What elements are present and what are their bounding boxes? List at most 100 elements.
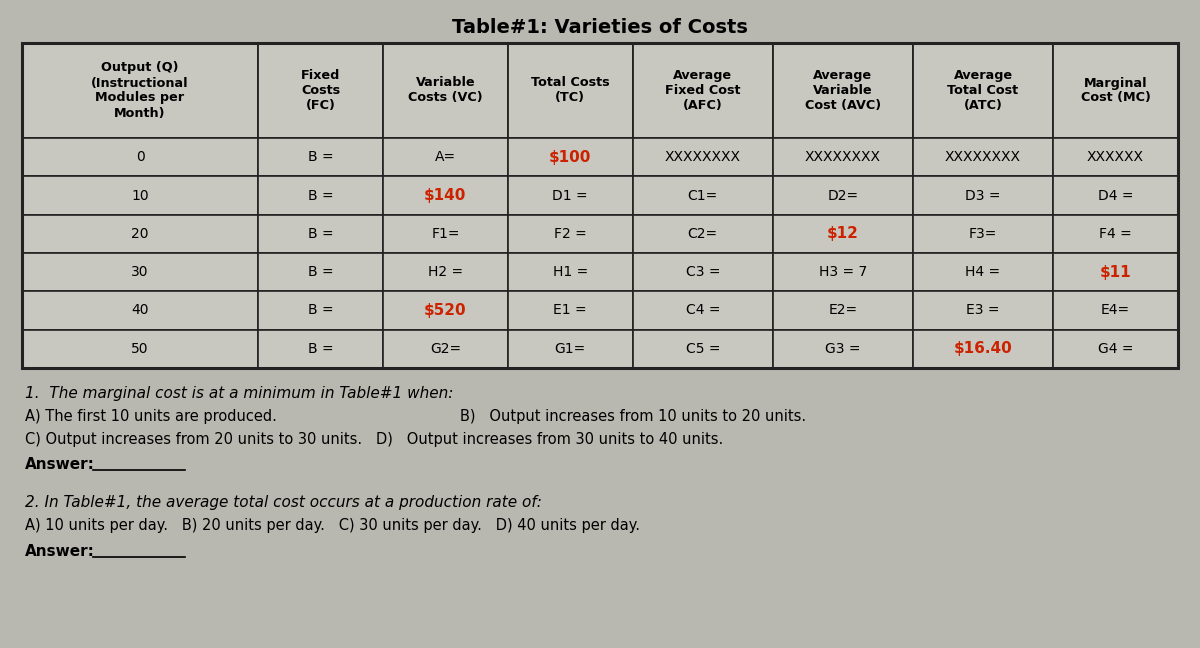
Text: A=: A= bbox=[434, 150, 456, 164]
Text: XXXXXXXX: XXXXXXXX bbox=[805, 150, 881, 164]
Text: $16.40: $16.40 bbox=[954, 341, 1013, 356]
Bar bbox=[22, 138, 258, 176]
Text: A) 10 units per day.   B) 20 units per day.   C) 30 units per day.   D) 40 units: A) 10 units per day. B) 20 units per day… bbox=[25, 518, 640, 533]
Bar bbox=[913, 292, 1054, 330]
Text: Total Costs
(TC): Total Costs (TC) bbox=[530, 76, 610, 104]
Bar bbox=[258, 138, 383, 176]
Bar bbox=[632, 253, 773, 292]
Bar bbox=[383, 138, 508, 176]
Bar bbox=[22, 176, 258, 214]
Bar bbox=[1054, 330, 1178, 368]
Text: Average
Total Cost
(ATC): Average Total Cost (ATC) bbox=[948, 69, 1019, 112]
Text: C1=: C1= bbox=[688, 189, 718, 202]
Text: $11: $11 bbox=[1099, 264, 1132, 280]
Bar bbox=[773, 138, 913, 176]
Text: XXXXXXXX: XXXXXXXX bbox=[665, 150, 740, 164]
Text: XXXXXXXX: XXXXXXXX bbox=[946, 150, 1021, 164]
Text: 50: 50 bbox=[131, 342, 149, 356]
Bar bbox=[1054, 253, 1178, 292]
Text: H4 =: H4 = bbox=[966, 265, 1001, 279]
Bar bbox=[773, 176, 913, 214]
Text: D3 =: D3 = bbox=[965, 189, 1001, 202]
Bar bbox=[632, 330, 773, 368]
Bar bbox=[508, 330, 632, 368]
Text: $140: $140 bbox=[425, 188, 467, 203]
Text: Average
Fixed Cost
(AFC): Average Fixed Cost (AFC) bbox=[665, 69, 740, 112]
Bar bbox=[383, 253, 508, 292]
Text: H3 = 7: H3 = 7 bbox=[818, 265, 868, 279]
Bar bbox=[22, 292, 258, 330]
Bar bbox=[632, 292, 773, 330]
Text: D2=: D2= bbox=[827, 189, 858, 202]
Bar bbox=[508, 214, 632, 253]
Text: C2=: C2= bbox=[688, 227, 718, 241]
Text: C3 =: C3 = bbox=[685, 265, 720, 279]
Bar bbox=[508, 292, 632, 330]
Text: 40: 40 bbox=[131, 303, 149, 318]
Bar bbox=[773, 214, 913, 253]
Bar bbox=[383, 176, 508, 214]
Text: B =: B = bbox=[307, 227, 334, 241]
Text: Answer:: Answer: bbox=[25, 544, 95, 559]
Text: Answer:: Answer: bbox=[25, 457, 95, 472]
Bar bbox=[22, 330, 258, 368]
Bar bbox=[258, 330, 383, 368]
Bar bbox=[1054, 43, 1178, 138]
Bar bbox=[383, 330, 508, 368]
Bar bbox=[913, 330, 1054, 368]
Text: C5 =: C5 = bbox=[685, 342, 720, 356]
Bar bbox=[22, 214, 258, 253]
Text: A) The first 10 units are produced.: A) The first 10 units are produced. bbox=[25, 409, 277, 424]
Bar bbox=[508, 253, 632, 292]
Text: H1 =: H1 = bbox=[553, 265, 588, 279]
Text: Variable
Costs (VC): Variable Costs (VC) bbox=[408, 76, 482, 104]
Bar bbox=[258, 214, 383, 253]
Text: $100: $100 bbox=[550, 150, 592, 165]
Text: H2 =: H2 = bbox=[428, 265, 463, 279]
Bar bbox=[913, 176, 1054, 214]
Text: D4 =: D4 = bbox=[1098, 189, 1133, 202]
Bar bbox=[383, 292, 508, 330]
Text: $520: $520 bbox=[424, 303, 467, 318]
Text: B =: B = bbox=[307, 303, 334, 318]
Bar bbox=[913, 43, 1054, 138]
Bar bbox=[508, 138, 632, 176]
Text: 2. In Table#1, the average total cost occurs at a production rate of:: 2. In Table#1, the average total cost oc… bbox=[25, 495, 542, 511]
Bar bbox=[773, 330, 913, 368]
Bar bbox=[632, 176, 773, 214]
Text: E4=: E4= bbox=[1100, 303, 1130, 318]
Text: Output (Q)
(Instructional
Modules per
Month): Output (Q) (Instructional Modules per Mo… bbox=[91, 62, 188, 119]
Text: B =: B = bbox=[307, 150, 334, 164]
Text: $12: $12 bbox=[827, 226, 859, 241]
Text: E1 =: E1 = bbox=[553, 303, 587, 318]
Bar bbox=[773, 43, 913, 138]
Bar bbox=[258, 43, 383, 138]
Bar bbox=[913, 138, 1054, 176]
Text: 20: 20 bbox=[131, 227, 149, 241]
Text: 10: 10 bbox=[131, 189, 149, 202]
Text: E3 =: E3 = bbox=[966, 303, 1000, 318]
Text: F1=: F1= bbox=[431, 227, 460, 241]
Text: Fixed
Costs
(FC): Fixed Costs (FC) bbox=[301, 69, 341, 112]
Bar bbox=[383, 214, 508, 253]
Text: XXXXXX: XXXXXX bbox=[1087, 150, 1144, 164]
Bar bbox=[22, 43, 1178, 368]
Bar bbox=[258, 176, 383, 214]
Text: C4 =: C4 = bbox=[685, 303, 720, 318]
Text: B =: B = bbox=[307, 342, 334, 356]
Text: G3 =: G3 = bbox=[826, 342, 860, 356]
Text: 0: 0 bbox=[136, 150, 144, 164]
Text: 30: 30 bbox=[131, 265, 149, 279]
Bar bbox=[913, 253, 1054, 292]
Text: Average
Variable
Cost (AVC): Average Variable Cost (AVC) bbox=[805, 69, 881, 112]
Text: B)   Output increases from 10 units to 20 units.: B) Output increases from 10 units to 20 … bbox=[460, 409, 806, 424]
Bar bbox=[383, 43, 508, 138]
Bar bbox=[632, 43, 773, 138]
Bar bbox=[1054, 138, 1178, 176]
Bar bbox=[22, 43, 258, 138]
Text: C) Output increases from 20 units to 30 units.   D)   Output increases from 30 u: C) Output increases from 20 units to 30 … bbox=[25, 432, 724, 447]
Bar bbox=[258, 292, 383, 330]
Bar bbox=[773, 253, 913, 292]
Bar bbox=[632, 214, 773, 253]
Text: B =: B = bbox=[307, 265, 334, 279]
